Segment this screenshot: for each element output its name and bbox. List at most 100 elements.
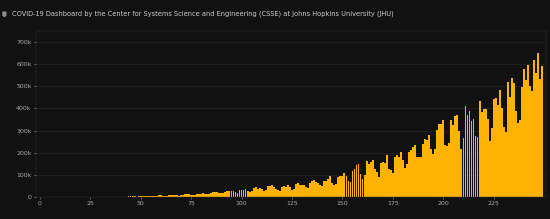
Bar bbox=[327, 179, 329, 197]
Bar bbox=[291, 190, 293, 197]
Bar bbox=[186, 194, 188, 197]
Bar bbox=[243, 190, 244, 197]
Bar bbox=[218, 193, 220, 197]
Bar bbox=[426, 140, 428, 197]
Bar bbox=[293, 189, 295, 197]
Bar bbox=[358, 164, 360, 197]
Bar bbox=[158, 196, 160, 197]
Bar bbox=[424, 139, 426, 197]
Bar bbox=[537, 53, 539, 197]
Bar bbox=[326, 181, 327, 197]
Bar bbox=[519, 120, 521, 197]
Bar bbox=[501, 108, 503, 197]
Bar bbox=[128, 196, 129, 197]
Bar bbox=[249, 192, 250, 197]
Bar bbox=[190, 195, 192, 197]
Bar bbox=[200, 194, 202, 197]
Bar bbox=[441, 124, 442, 197]
Bar bbox=[477, 137, 478, 197]
Bar bbox=[303, 185, 305, 197]
Bar bbox=[329, 176, 331, 197]
Bar bbox=[362, 179, 364, 197]
Bar bbox=[257, 189, 258, 197]
Bar bbox=[483, 109, 485, 197]
Bar bbox=[208, 194, 210, 197]
Bar bbox=[507, 82, 509, 197]
Bar bbox=[408, 152, 410, 197]
Bar bbox=[309, 182, 311, 197]
Bar bbox=[299, 185, 301, 197]
Bar bbox=[142, 196, 144, 197]
Bar bbox=[533, 60, 535, 197]
Bar bbox=[154, 196, 156, 197]
Bar bbox=[192, 195, 194, 197]
Bar bbox=[236, 193, 238, 197]
Bar bbox=[297, 183, 299, 197]
Bar bbox=[456, 115, 458, 197]
Bar bbox=[144, 196, 146, 197]
Bar bbox=[170, 195, 172, 197]
Bar bbox=[222, 193, 224, 197]
Bar bbox=[360, 174, 361, 197]
Bar bbox=[212, 193, 214, 197]
Bar bbox=[258, 188, 261, 197]
Bar bbox=[527, 65, 529, 197]
Bar bbox=[224, 192, 226, 197]
Bar bbox=[198, 194, 200, 197]
Bar bbox=[261, 189, 263, 197]
Bar bbox=[400, 152, 402, 197]
Bar bbox=[402, 160, 404, 197]
Bar bbox=[398, 157, 400, 197]
Bar bbox=[313, 180, 315, 197]
Bar bbox=[525, 79, 527, 197]
Bar bbox=[465, 106, 466, 197]
Bar bbox=[463, 138, 464, 197]
Bar bbox=[529, 86, 531, 197]
Bar bbox=[372, 161, 373, 197]
Bar bbox=[517, 123, 519, 197]
Bar bbox=[245, 189, 246, 197]
Bar bbox=[204, 194, 206, 197]
Bar bbox=[469, 111, 470, 197]
Bar bbox=[188, 194, 190, 197]
Bar bbox=[321, 185, 323, 197]
Bar bbox=[339, 176, 342, 197]
Bar bbox=[412, 147, 414, 197]
Bar bbox=[323, 180, 325, 197]
Bar bbox=[336, 184, 337, 197]
Bar bbox=[255, 187, 256, 197]
Bar bbox=[466, 115, 469, 197]
Bar bbox=[176, 195, 178, 197]
Bar bbox=[390, 170, 392, 197]
Bar bbox=[354, 169, 355, 197]
Bar bbox=[240, 191, 243, 197]
Bar bbox=[234, 193, 236, 197]
Bar bbox=[438, 124, 440, 197]
Bar bbox=[388, 169, 390, 197]
Bar bbox=[271, 185, 273, 197]
Bar bbox=[311, 181, 313, 197]
Bar bbox=[131, 196, 134, 197]
Bar bbox=[263, 191, 265, 197]
Bar bbox=[386, 155, 388, 197]
Bar bbox=[503, 127, 505, 197]
Bar bbox=[251, 191, 252, 197]
Bar bbox=[472, 119, 475, 197]
Bar bbox=[430, 148, 432, 197]
Bar bbox=[344, 173, 345, 197]
Bar bbox=[148, 196, 150, 197]
Bar bbox=[475, 136, 476, 197]
Bar bbox=[410, 150, 412, 197]
Bar bbox=[172, 195, 174, 197]
Bar bbox=[420, 157, 422, 197]
Bar bbox=[184, 194, 186, 197]
Bar bbox=[246, 191, 249, 197]
Bar bbox=[539, 79, 541, 197]
Bar bbox=[459, 131, 460, 197]
Bar bbox=[495, 98, 497, 197]
Bar bbox=[394, 157, 396, 197]
Bar bbox=[196, 194, 198, 197]
Text: COVID-19 Dashboard by the Center for Systems Science and Engineering (CSSE) at J: COVID-19 Dashboard by the Center for Sys… bbox=[12, 11, 393, 18]
Bar bbox=[380, 163, 382, 197]
Bar bbox=[164, 196, 166, 197]
